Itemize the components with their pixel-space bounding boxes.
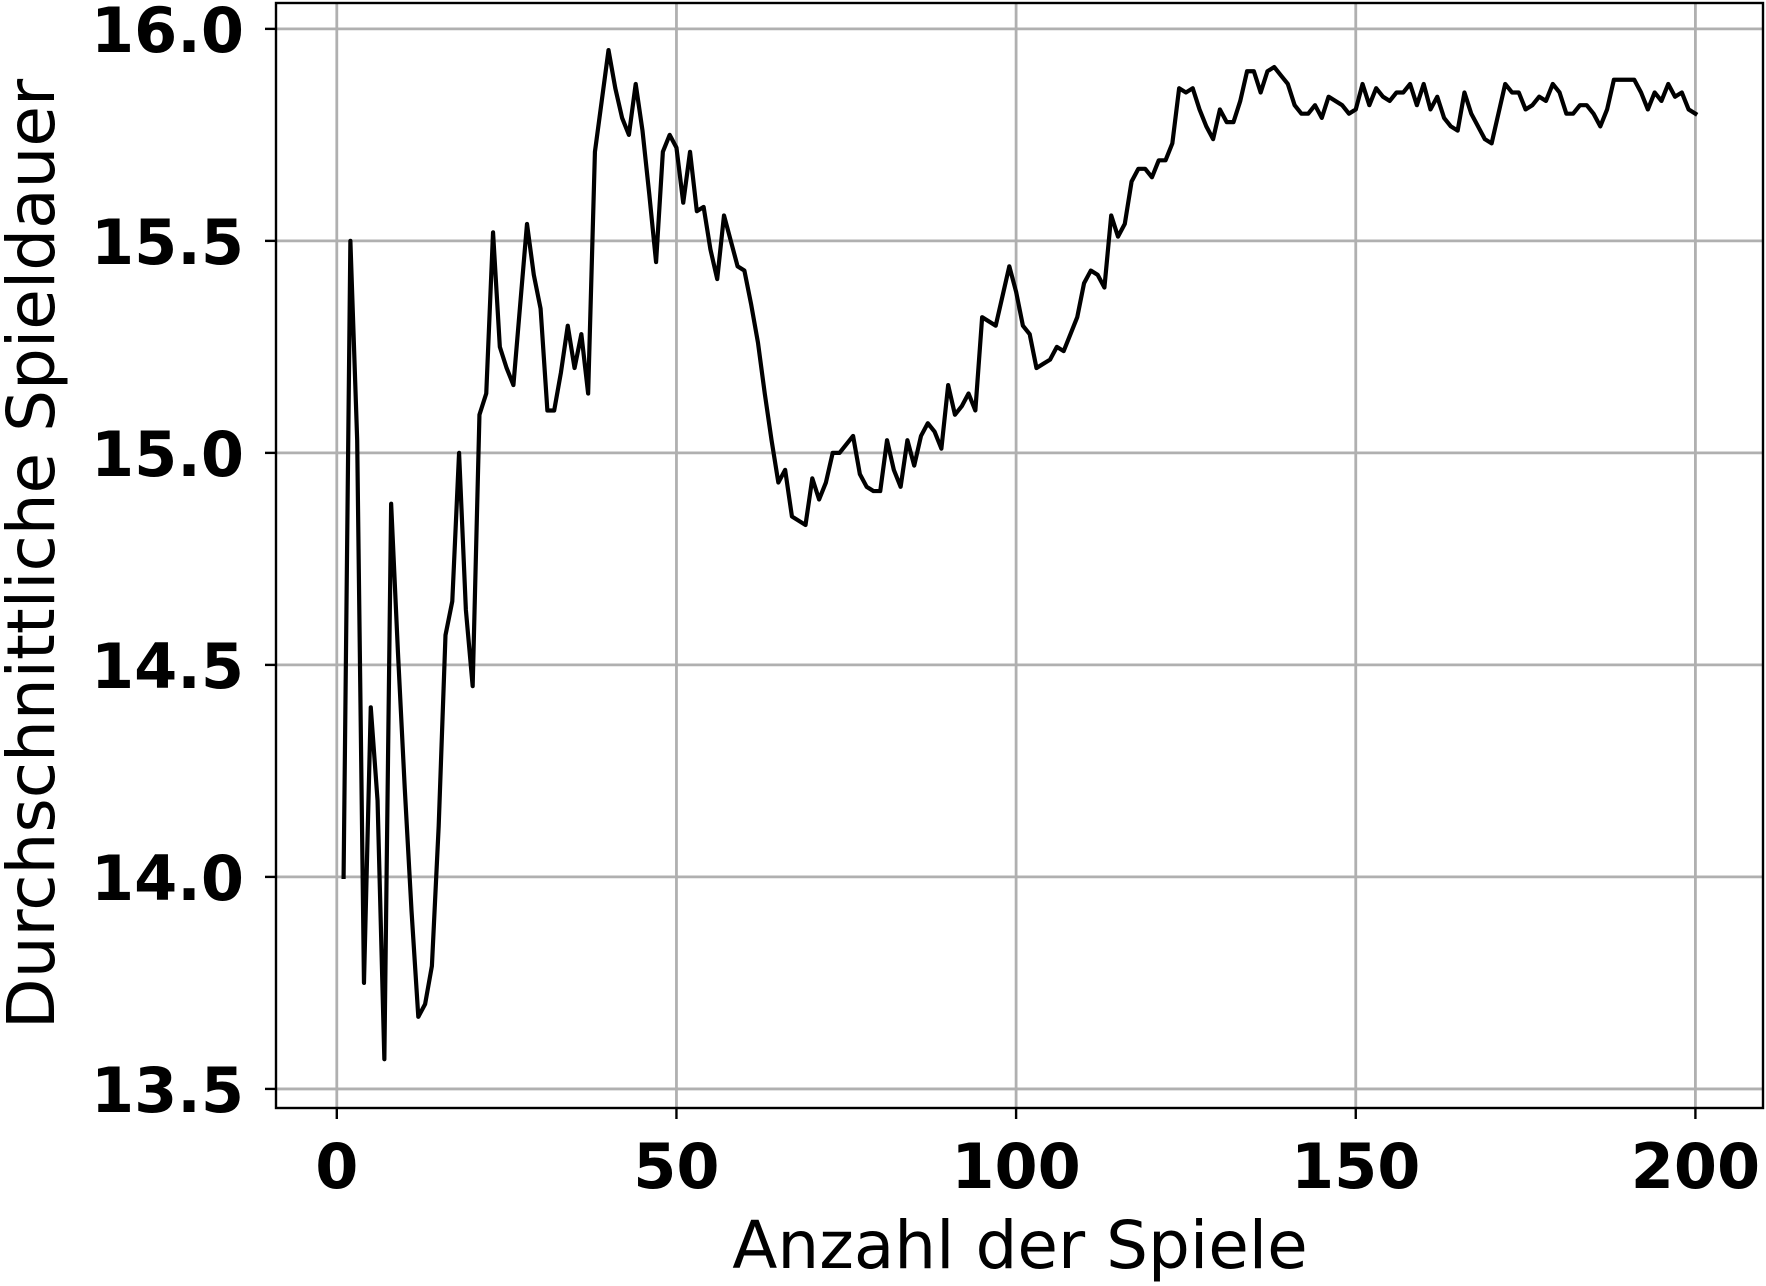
x-tick-label: 200 bbox=[1631, 1130, 1760, 1203]
y-tick-label: 14.5 bbox=[91, 630, 244, 703]
x-tick-label: 100 bbox=[951, 1130, 1080, 1203]
x-tick-label: 150 bbox=[1291, 1130, 1420, 1203]
x-tick-label: 50 bbox=[633, 1130, 719, 1203]
gridlines bbox=[276, 3, 1763, 1108]
x-axis-ticks: 0 50 100 150 200 bbox=[315, 1108, 1760, 1203]
y-tick-label: 16.0 bbox=[91, 0, 244, 67]
series-layer bbox=[341, 47, 1699, 1062]
y-tick-label: 15.0 bbox=[91, 418, 244, 491]
plot-frame bbox=[274, 1, 1765, 1110]
y-tick-label: 14.0 bbox=[91, 842, 244, 915]
y-tick-label: 15.5 bbox=[91, 206, 244, 279]
y-axis-label: Durchschnittliche Spieldauer bbox=[0, 78, 70, 1029]
y-tick-label: 13.5 bbox=[91, 1054, 244, 1127]
x-tick-label: 0 bbox=[315, 1130, 358, 1203]
axes bbox=[274, 1, 1765, 1110]
x-axis-label: Anzahl der Spiele bbox=[732, 1207, 1308, 1284]
y-axis-ticks: 13.5 14.0 14.5 15.0 15.5 16.0 bbox=[91, 0, 276, 1127]
series-line bbox=[341, 47, 1699, 1062]
